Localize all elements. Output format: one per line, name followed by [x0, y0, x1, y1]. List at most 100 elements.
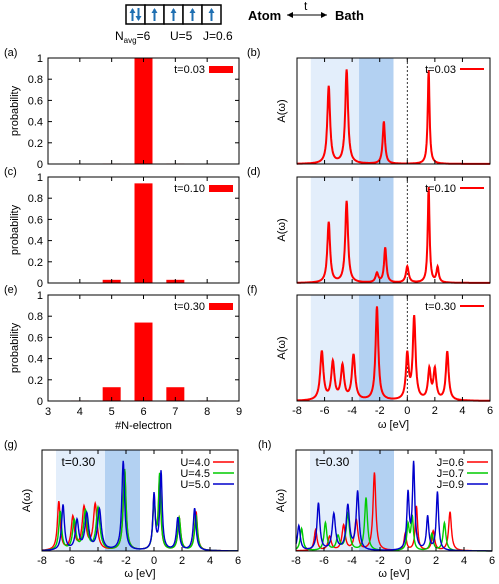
- x-axis-label: ω [eV]: [378, 568, 409, 580]
- y-tick-label: 1: [37, 172, 43, 184]
- shade-region-dark: [359, 58, 394, 164]
- x-tick-label: -2: [375, 405, 385, 417]
- x-tick-label: -6: [320, 405, 330, 417]
- orbital-cell: [182, 4, 203, 25]
- x-tick-label: -6: [65, 555, 75, 567]
- x-tick-label: 4: [461, 555, 467, 567]
- x-axis-label: ω [eV]: [124, 568, 155, 580]
- y-axis-label: probability: [9, 322, 21, 373]
- legend-label: t=0.30: [174, 301, 205, 313]
- x-tick-label: 4: [459, 405, 465, 417]
- x-tick-label: 6: [487, 405, 493, 417]
- inset-label: t=0.30: [62, 455, 96, 469]
- y-tick-label: 0.2: [28, 138, 43, 150]
- y-tick-label: 0.4: [28, 117, 43, 129]
- spin-up-arrowhead: [208, 8, 215, 13]
- y-tick-label: 1: [37, 290, 43, 302]
- x-tick-label: 6: [489, 555, 495, 567]
- x-tick-label: -4: [347, 405, 357, 417]
- x-tick-label: -8: [291, 555, 301, 567]
- y-axis-label: A(ω): [276, 336, 288, 359]
- plot-frame: [296, 57, 491, 165]
- orbital-cell: [201, 4, 222, 25]
- atom-box: [125, 4, 222, 25]
- plot-frame: [295, 449, 493, 552]
- legend-label: U=4.5: [180, 468, 210, 480]
- plot-frame: [296, 176, 491, 284]
- atom-label: Atom: [248, 8, 281, 23]
- y-tick-label: 0: [37, 278, 43, 290]
- legend-label: J=0.7: [437, 468, 464, 480]
- spin-up-arrowhead: [170, 8, 177, 13]
- y-tick-label: 0.6: [28, 214, 43, 226]
- spin-up-arrowhead: [129, 8, 136, 13]
- legend-label: t=0.10: [174, 183, 205, 195]
- x-tick-label: 0: [405, 555, 411, 567]
- legend-swatch: [209, 66, 233, 73]
- double-arrow-icon: [287, 12, 327, 18]
- panel-label: (a): [4, 47, 17, 59]
- x-tick-label: 6: [140, 406, 146, 418]
- shade-region-dark: [359, 450, 394, 551]
- y-axis-label: A(ω): [276, 99, 288, 122]
- y-tick-label: 0.8: [28, 74, 43, 86]
- spin-down-arrowhead: [135, 16, 142, 21]
- bar-5: [102, 387, 121, 401]
- spin-up-arrowhead: [151, 8, 158, 13]
- panel-label: (d): [247, 166, 260, 178]
- x-tick-label: 4: [207, 555, 213, 567]
- legend-label: U=5.0: [180, 479, 210, 491]
- y-axis-label: A(ω): [276, 218, 288, 241]
- x-tick-label: -4: [93, 555, 103, 567]
- x-tick-label: 7: [172, 406, 178, 418]
- x-tick-label: 6: [235, 555, 241, 567]
- orbital-box: [125, 4, 146, 25]
- panel-label: (h): [258, 439, 271, 451]
- legend-label: U=4.0: [180, 457, 210, 469]
- panel-b: (b) A(ω) t=0.03: [247, 47, 491, 165]
- panel-label: (b): [247, 47, 260, 59]
- legend-label: J=0.6: [437, 457, 464, 469]
- panel-e: 0 0.2 0.4 0.6 0.8 1 3 4 5 6 7 8 9 (e) probability t=0.3…: [4, 284, 242, 432]
- panel-label: (e): [4, 284, 17, 296]
- bar-6: [134, 183, 153, 283]
- inset-label: t=0.30: [316, 455, 350, 469]
- x-tick-label: 2: [432, 405, 438, 417]
- y-tick-label: 0.2: [28, 257, 43, 269]
- panel-d: (d) A(ω) t=0.10: [247, 166, 491, 284]
- legend-label: t=0.30: [425, 301, 456, 313]
- x-tick-label: 5: [109, 406, 115, 418]
- hop-label: t: [304, 0, 308, 13]
- y-tick-label: 0: [37, 159, 43, 171]
- x-tick-label: 2: [433, 555, 439, 567]
- y-axis-label: probability: [9, 85, 21, 136]
- shade-region-dark: [359, 177, 394, 283]
- y-axis-label: probability: [9, 204, 21, 255]
- x-tick-label: -2: [121, 555, 131, 567]
- x-tick-label: -2: [375, 555, 385, 567]
- orbital-cell: [125, 4, 146, 25]
- plot-frame: [41, 449, 239, 552]
- x-tick-label: 3: [45, 406, 51, 418]
- y-tick-label: 0.4: [28, 354, 43, 366]
- legend-label: J=0.9: [437, 479, 464, 491]
- legend-label: t=0.10: [425, 183, 456, 195]
- param-j: J=0.6: [203, 29, 233, 43]
- panel-c: 0 0.2 0.4 0.6 0.8 1 (c) probability t=0.10: [4, 166, 240, 290]
- spin-up-arrowhead: [189, 8, 196, 13]
- panel-label: (c): [4, 166, 17, 178]
- panel-f: -8 -6 -4 -2 0 2 4 6 (f) A(ω) ω [eV] t=0.30: [247, 284, 493, 431]
- bath-label: Bath: [335, 8, 364, 23]
- plot-frame: [296, 294, 491, 402]
- x-tick-label: -8: [292, 405, 302, 417]
- orbital-cell: [144, 4, 165, 25]
- bar-7: [166, 387, 185, 401]
- x-tick-label: 9: [236, 406, 242, 418]
- y-tick-label: 0.6: [28, 95, 43, 107]
- y-axis-label: A(ω): [275, 489, 287, 512]
- panel-a: 0 0.2 0.4 0.6 0.8 1 (a) probability t=0.03: [4, 47, 240, 171]
- x-tick-label: 4: [77, 406, 83, 418]
- param-navg: Navg=6: [115, 29, 151, 45]
- legend-label: t=0.03: [425, 64, 456, 76]
